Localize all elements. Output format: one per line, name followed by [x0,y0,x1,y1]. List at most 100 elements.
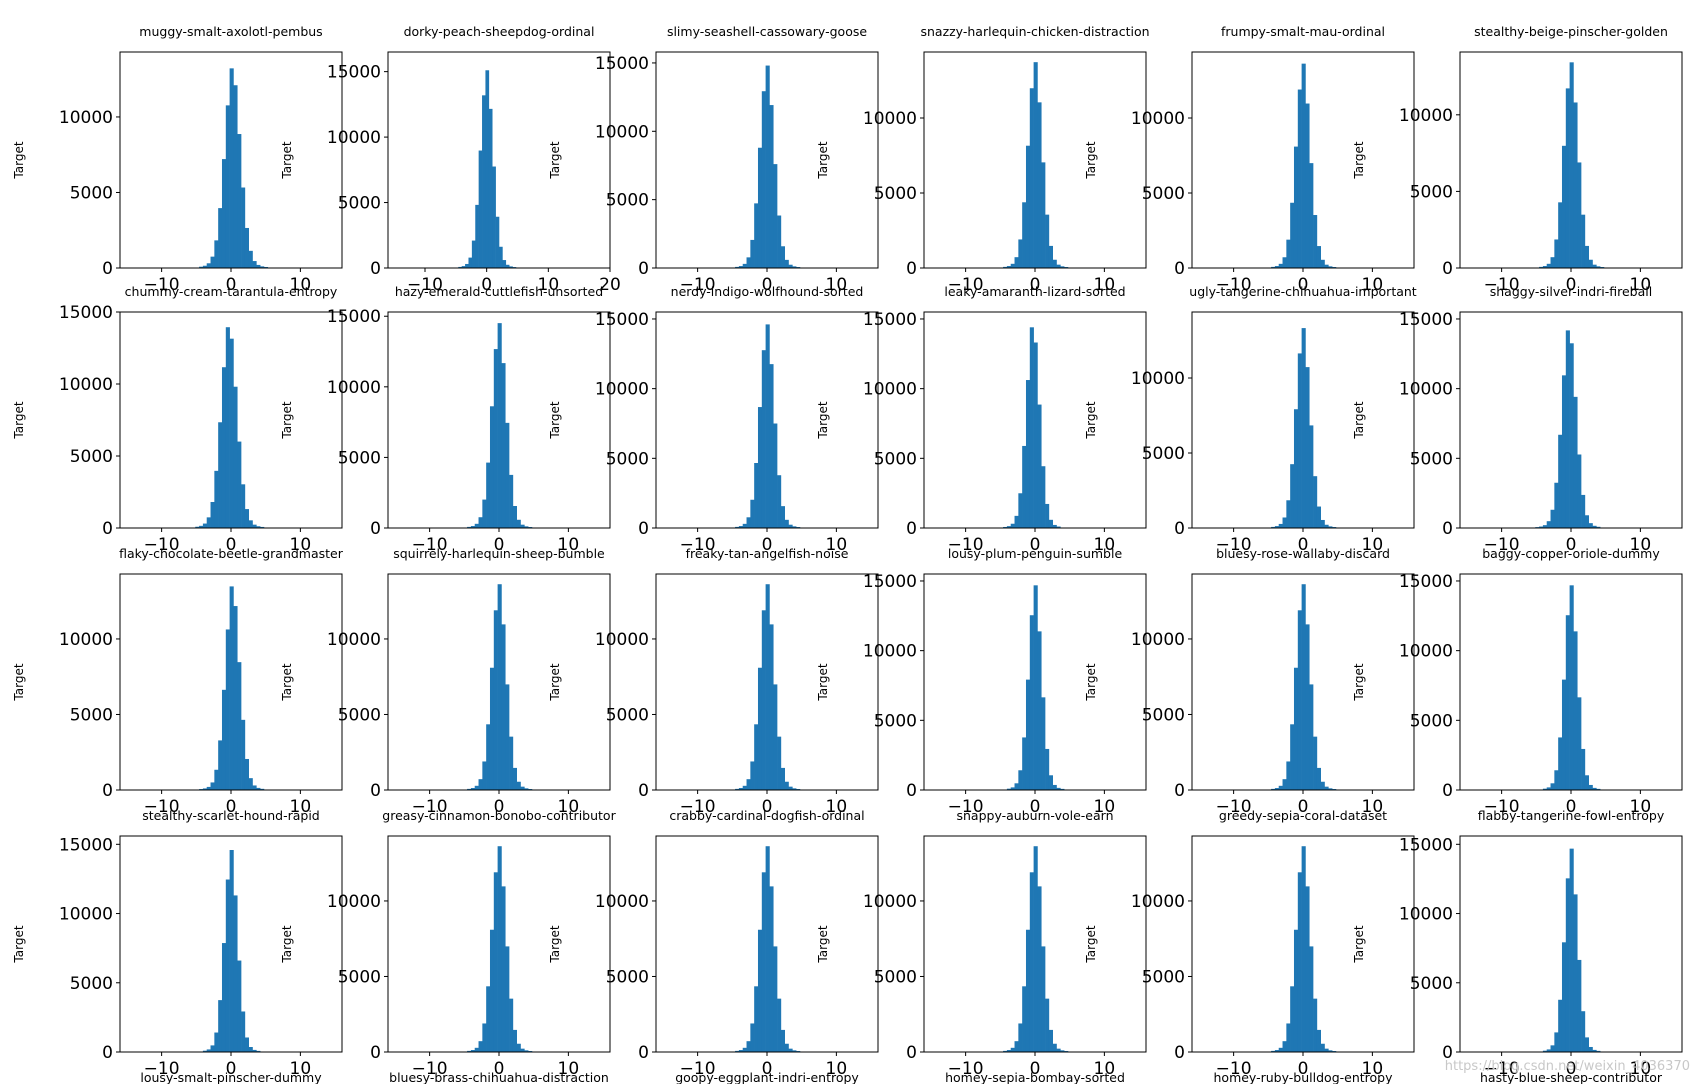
histogram-bar [1271,1050,1276,1052]
y-tick-label: 15000 [863,572,917,592]
subplot-4: 0 5000 10000 −10 0 10 Target snazzy-harlequin-c… [816,24,1150,295]
histogram-bar [1550,1045,1555,1052]
x-tick-label: −10 [1216,535,1252,555]
histogram-bar [1316,246,1321,268]
y-tick-label: 0 [102,1043,113,1063]
histogram-bar [237,134,242,268]
histogram-bar [260,526,265,528]
histogram-bar [1029,88,1034,268]
subplot-21: 0 5000 10000 −10 0 10 Target crabby-cardinal-do… [548,808,879,1079]
histogram-bar [754,986,759,1052]
histogram-bar [1305,886,1310,1052]
histogram-bar [199,266,204,268]
histogram-bar [792,788,797,790]
histogram-bar [1588,1046,1593,1052]
histogram-bar [1060,788,1065,790]
histogram-bar [738,266,744,268]
y-tick-label: 5000 [1142,444,1185,464]
x-tick-label: 10 [1630,797,1652,817]
y-tick-label: 10000 [1399,905,1453,925]
y-axis-label: Target [12,401,26,439]
subplot-title: greasy-cinnamon-bonobo-contributor [382,808,616,823]
y-tick-label: 15000 [1399,310,1453,330]
histogram-bar [1293,409,1299,528]
y-axis-label: Target [12,141,26,179]
y-tick-label: 0 [906,519,917,539]
x-tick-label: −10 [412,797,448,817]
histogram-bar [1309,425,1314,528]
y-tick-label: 10000 [59,630,113,650]
histogram-bar [1290,464,1295,528]
histogram-bar [1569,585,1574,790]
histogram-bar [1037,102,1042,268]
y-axis-label: Target [12,663,26,701]
histogram-bar [1550,257,1555,268]
histogram-bar [221,689,227,790]
y-tick-label: 10000 [327,128,381,148]
histogram-bar [1041,162,1046,268]
y-tick-label: 10000 [59,108,113,128]
x-tick-label: −10 [144,535,180,555]
x-tick-label: −10 [1216,797,1252,817]
y-tick-label: 5000 [606,705,649,725]
histogram-bar [1037,886,1042,1052]
histogram-bar [470,788,476,790]
x-tick-label: 10 [826,535,848,555]
histogram-bar [1022,737,1027,790]
histogram-bar [493,349,498,528]
histogram-bar [206,263,211,268]
histogram-bar [218,740,223,790]
x-tick-label: 10 [1094,797,1116,817]
y-tick-label: 0 [1442,519,1453,539]
histogram-bar [1274,1050,1280,1052]
histogram-bar [458,266,462,268]
subplot-5: 0 5000 10000 −10 0 10 Target frumpy-smalt-mau-o… [1084,24,1415,295]
histogram-bar [516,781,521,790]
histogram-bar [1041,466,1046,528]
x-tick-label: 10 [290,275,312,295]
histogram-bar [784,1043,789,1052]
x-tick-label: −10 [680,535,716,555]
histogram-bar [474,785,479,790]
histogram-bar [1052,259,1057,268]
subplot-1: 0 5000 10000 −10 0 10 Target muggy-smalt-axolot… [12,24,343,295]
histogram-bar [237,960,242,1052]
y-axis-label: Target [816,925,830,963]
histogram-bar [1320,259,1325,268]
histogram-bar [1006,526,1012,528]
x-tick-label: 0 [1030,275,1041,295]
histogram-bar [1565,88,1570,268]
x-tick-label: 0 [1566,1059,1577,1079]
histogram-bar [229,338,234,528]
x-tick-label: −10 [1484,797,1520,817]
histogram-bar [784,519,789,528]
subplot-title: freaky-tan-angelfish-noise [686,546,849,561]
histogram-bar [210,782,215,790]
x-tick-label: 0 [494,1059,505,1079]
histogram-bar [244,758,249,790]
histogram-bar [225,629,230,790]
histogram-bar [773,423,778,528]
histogram-bar [1048,245,1053,268]
histogram-bar [1029,327,1034,528]
y-tick-label: 5000 [70,183,113,203]
histogram-bar [1569,343,1574,528]
y-tick-label: 15000 [59,835,113,855]
y-tick-label: 15000 [595,310,649,330]
histogram-bar [738,1050,744,1052]
histogram-bar [1558,737,1563,790]
x-tick-label: −10 [948,535,984,555]
histogram-bar [1309,163,1314,268]
histogram-bar [263,266,269,268]
histogram-bar [468,257,473,268]
histogram-bar [501,886,506,1052]
x-tick-label: 0 [762,275,773,295]
histogram-bar [1278,263,1283,268]
x-tick-label: −10 [948,1059,984,1079]
histogram-bar [757,667,763,790]
y-tick-label: 5000 [338,705,381,725]
histogram-bar [202,265,208,268]
histogram-bar [221,159,227,268]
histogram-bar [1029,615,1034,790]
